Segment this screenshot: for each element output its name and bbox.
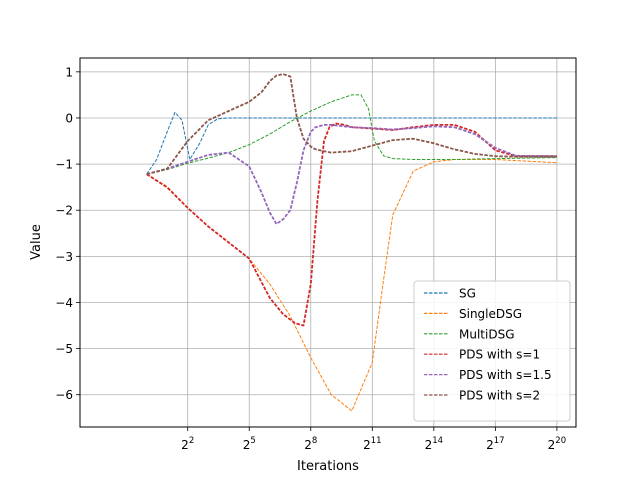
legend-label: PDS with s=1.5: [459, 368, 552, 382]
x-tick-label: 211: [363, 436, 381, 452]
legend-box: [413, 280, 571, 422]
y-tick-label: −6: [55, 388, 73, 402]
x-tick-base: 2: [181, 438, 189, 452]
x-tick-exponent: 5: [250, 436, 255, 446]
x-tick-label: 25: [243, 436, 256, 452]
x-tick-base: 2: [486, 438, 494, 452]
y-tick-label: −3: [55, 250, 73, 264]
x-tick-label: 28: [304, 436, 317, 452]
y-tick-label: −4: [55, 296, 73, 310]
x-tick-base: 2: [243, 438, 251, 452]
x-tick-label: 22: [181, 436, 194, 452]
x-tick-exponent: 11: [371, 436, 382, 446]
axis-ticks: 10−1−2−3−4−5−622 25 28 211 214 217 220: [55, 65, 566, 452]
plot-frame: [79, 57, 577, 428]
x-tick-exponent: 14: [432, 436, 443, 446]
x-tick-base: 2: [304, 438, 312, 452]
legend: SG SingleDSG MultiDSG PDS with s=1 PDS with …: [413, 280, 571, 422]
series-line-4: [146, 122, 557, 327]
series-line-6: [146, 73, 557, 176]
legend-label: MultiDSG: [459, 327, 515, 341]
legend-label: SingleDSG: [459, 307, 522, 321]
grid: [80, 58, 576, 427]
legend-label: PDS with s=2: [459, 389, 540, 403]
x-tick-base: 2: [425, 438, 433, 452]
x-tick-base: 2: [363, 438, 371, 452]
x-tick-exponent: 8: [312, 436, 317, 446]
y-tick-label: 0: [65, 111, 73, 125]
y-tick-label: −5: [55, 342, 73, 356]
y-axis-label: Value: [29, 224, 44, 260]
series-line-3: [146, 94, 557, 175]
y-tick-label: −2: [55, 204, 73, 218]
x-tick-exponent: 20: [555, 436, 566, 446]
legend-label: SG: [459, 287, 476, 301]
x-tick-label: 220: [548, 436, 566, 452]
x-tick-base: 2: [548, 438, 556, 452]
x-tick-exponent: 2: [189, 436, 194, 446]
series-lines: [146, 73, 557, 412]
x-tick-label: 217: [486, 436, 504, 452]
x-tick-exponent: 17: [494, 436, 505, 446]
x-axis-label: Iterations: [297, 459, 359, 474]
legend-label: PDS with s=1: [459, 348, 540, 362]
x-tick-label: 214: [425, 436, 443, 452]
series-line-5: [146, 124, 557, 225]
y-tick-label: −1: [55, 158, 73, 172]
y-tick-label: 1: [65, 65, 73, 79]
series-line-1: [146, 111, 557, 175]
